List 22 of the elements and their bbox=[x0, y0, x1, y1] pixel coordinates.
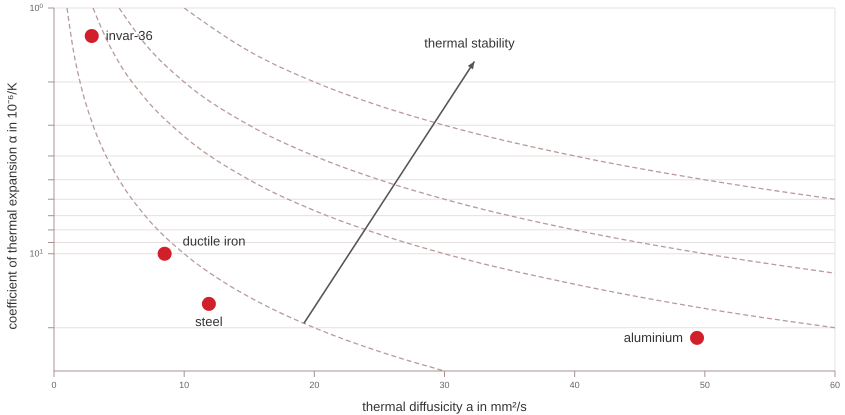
data-label: steel bbox=[195, 314, 223, 329]
x-tick-label: 30 bbox=[439, 380, 450, 390]
y-tick-label: 10$^{1}$ bbox=[29, 248, 44, 259]
point bbox=[158, 246, 172, 261]
data-label: ductile iron bbox=[182, 234, 246, 249]
y-tick-label: 10$^{0}$ bbox=[29, 2, 44, 13]
x-tick-label: 20 bbox=[309, 380, 320, 390]
point bbox=[202, 296, 216, 311]
x-tick-label: 60 bbox=[830, 380, 840, 390]
point bbox=[84, 29, 99, 43]
data-label: aluminium bbox=[624, 330, 684, 345]
y-axis-title: coefficient of thermal expansion α in 10⁻⁶/K bbox=[4, 82, 20, 330]
x-tick-label: 40 bbox=[570, 380, 580, 390]
point bbox=[690, 330, 704, 345]
line-series bbox=[184, 8, 835, 200]
data-label: invar-36 bbox=[106, 28, 153, 43]
line-series bbox=[92, 8, 835, 328]
x-tick-label: 10 bbox=[179, 380, 190, 390]
x-axis-title: thermal diffusicity a in mm²/s bbox=[362, 399, 528, 414]
x-tick-label: 0 bbox=[51, 380, 57, 390]
annotation: thermal stability bbox=[424, 35, 516, 50]
x-tick-label: 50 bbox=[700, 380, 710, 390]
